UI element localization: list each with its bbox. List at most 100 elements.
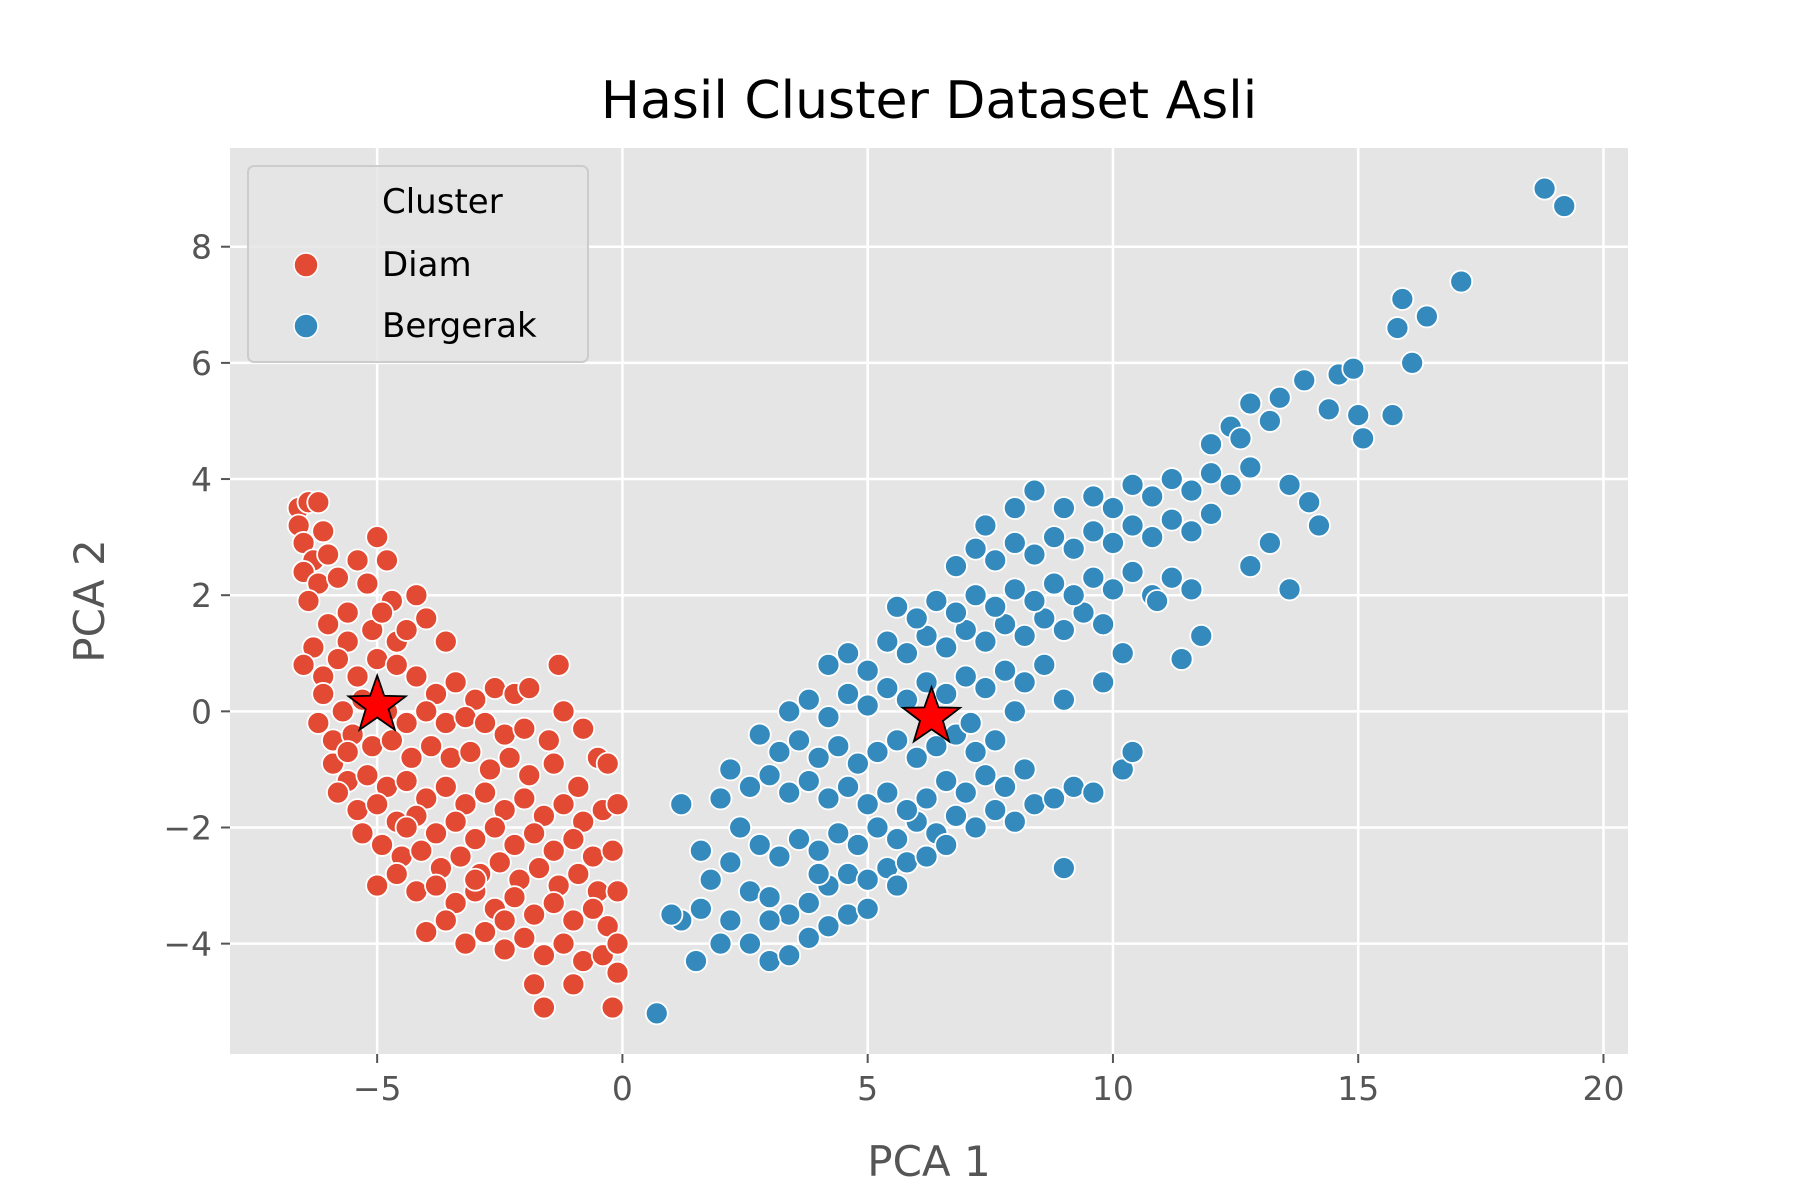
point-diam (463, 827, 488, 852)
point-diam (365, 873, 390, 898)
point-bergerak (659, 902, 684, 927)
point-diam (453, 705, 478, 730)
point-bergerak (1042, 525, 1066, 550)
point-bergerak (934, 635, 959, 660)
point-bergerak (718, 850, 743, 875)
point-bergerak (1061, 774, 1086, 799)
point-bergerak (914, 670, 939, 695)
point-bergerak (1179, 478, 1204, 503)
point-bergerak (1449, 269, 1474, 294)
point-diam (291, 652, 316, 677)
data-points (286, 176, 1577, 1026)
point-bergerak (738, 774, 762, 799)
point-diam (404, 879, 429, 904)
point-bergerak (914, 844, 939, 869)
point-bergerak (836, 902, 860, 927)
point-diam (571, 716, 596, 741)
point-bergerak (816, 914, 841, 939)
point-bergerak (934, 769, 959, 793)
point-bergerak (973, 513, 998, 538)
point-bergerak (1002, 496, 1027, 520)
point-diam (502, 885, 527, 910)
point-bergerak (1258, 531, 1282, 555)
point-bergerak (1351, 426, 1376, 451)
point-diam (365, 525, 390, 550)
point-diam (409, 838, 434, 863)
point-diam (443, 670, 468, 695)
point-bergerak (1218, 472, 1243, 497)
point-diam (522, 972, 547, 997)
point-bergerak (1091, 612, 1116, 637)
point-diam (370, 833, 394, 857)
point-diam (463, 867, 488, 892)
point-bergerak (1051, 687, 1076, 712)
point-bergerak (1120, 560, 1145, 584)
point-bergerak (1552, 194, 1577, 218)
point-diam (345, 664, 370, 689)
x-axis-label: PCA 1 (867, 1137, 990, 1186)
point-diam (375, 548, 399, 573)
point-diam (424, 873, 448, 898)
point-bergerak (924, 734, 949, 759)
point-diam (532, 943, 556, 968)
point-bergerak (895, 850, 919, 875)
point-diam (448, 844, 473, 869)
point-bergerak (684, 949, 708, 973)
point-bergerak (669, 792, 694, 817)
point-bergerak (738, 931, 762, 956)
point-bergerak (1199, 461, 1223, 486)
point-diam (551, 699, 576, 724)
point-diam (296, 589, 321, 613)
point-diam (443, 809, 468, 834)
point-bergerak (1101, 577, 1125, 602)
point-diam (600, 995, 625, 1020)
y-tick-label: −4 (163, 925, 212, 964)
point-diam (433, 711, 458, 735)
point-diam (581, 844, 605, 869)
x-tick-label: 5 (857, 1069, 878, 1108)
ticks: −5 0 5 10 15 20 −4 −2 0 2 4 6 8 (163, 228, 1624, 1108)
point-diam (487, 850, 512, 875)
point-bergerak (983, 548, 1008, 573)
point-diam (605, 960, 630, 985)
point-bergerak (777, 943, 802, 968)
point-bergerak (875, 780, 900, 805)
point-bergerak (1051, 618, 1076, 642)
point-diam (600, 838, 625, 863)
point-bergerak (1316, 397, 1341, 422)
point-bergerak (698, 867, 723, 892)
point-diam (311, 519, 336, 544)
point-diam (365, 792, 390, 817)
point-diam (512, 786, 537, 811)
point-bergerak (865, 740, 890, 764)
point-diam (326, 647, 350, 671)
point-bergerak (1292, 368, 1317, 393)
point-bergerak (767, 740, 792, 764)
point-diam (517, 763, 542, 788)
point-diam (316, 542, 341, 567)
point-bergerak (1081, 519, 1106, 544)
point-bergerak (1022, 542, 1047, 567)
point-bergerak (1169, 647, 1194, 671)
legend-box (247, 165, 589, 363)
point-bergerak (806, 838, 831, 863)
point-diam (394, 711, 419, 735)
point-diam (453, 931, 478, 956)
point-bergerak (1012, 623, 1037, 648)
point-bergerak (1199, 432, 1223, 457)
point-diam (350, 821, 375, 846)
point-diam (345, 548, 370, 573)
point-bergerak (836, 862, 860, 886)
point-bergerak (855, 693, 880, 718)
point-diam (522, 821, 547, 846)
point-diam (394, 618, 419, 642)
y-tick-label: 2 (191, 576, 212, 615)
point-bergerak (934, 833, 959, 857)
point-bergerak (934, 682, 959, 706)
point-bergerak (983, 594, 1008, 619)
legend-title: Cluster (382, 182, 503, 222)
point-diam (473, 711, 497, 735)
point-bergerak (644, 1001, 669, 1026)
point-bergerak (855, 896, 880, 921)
point-bergerak (1277, 472, 1302, 497)
